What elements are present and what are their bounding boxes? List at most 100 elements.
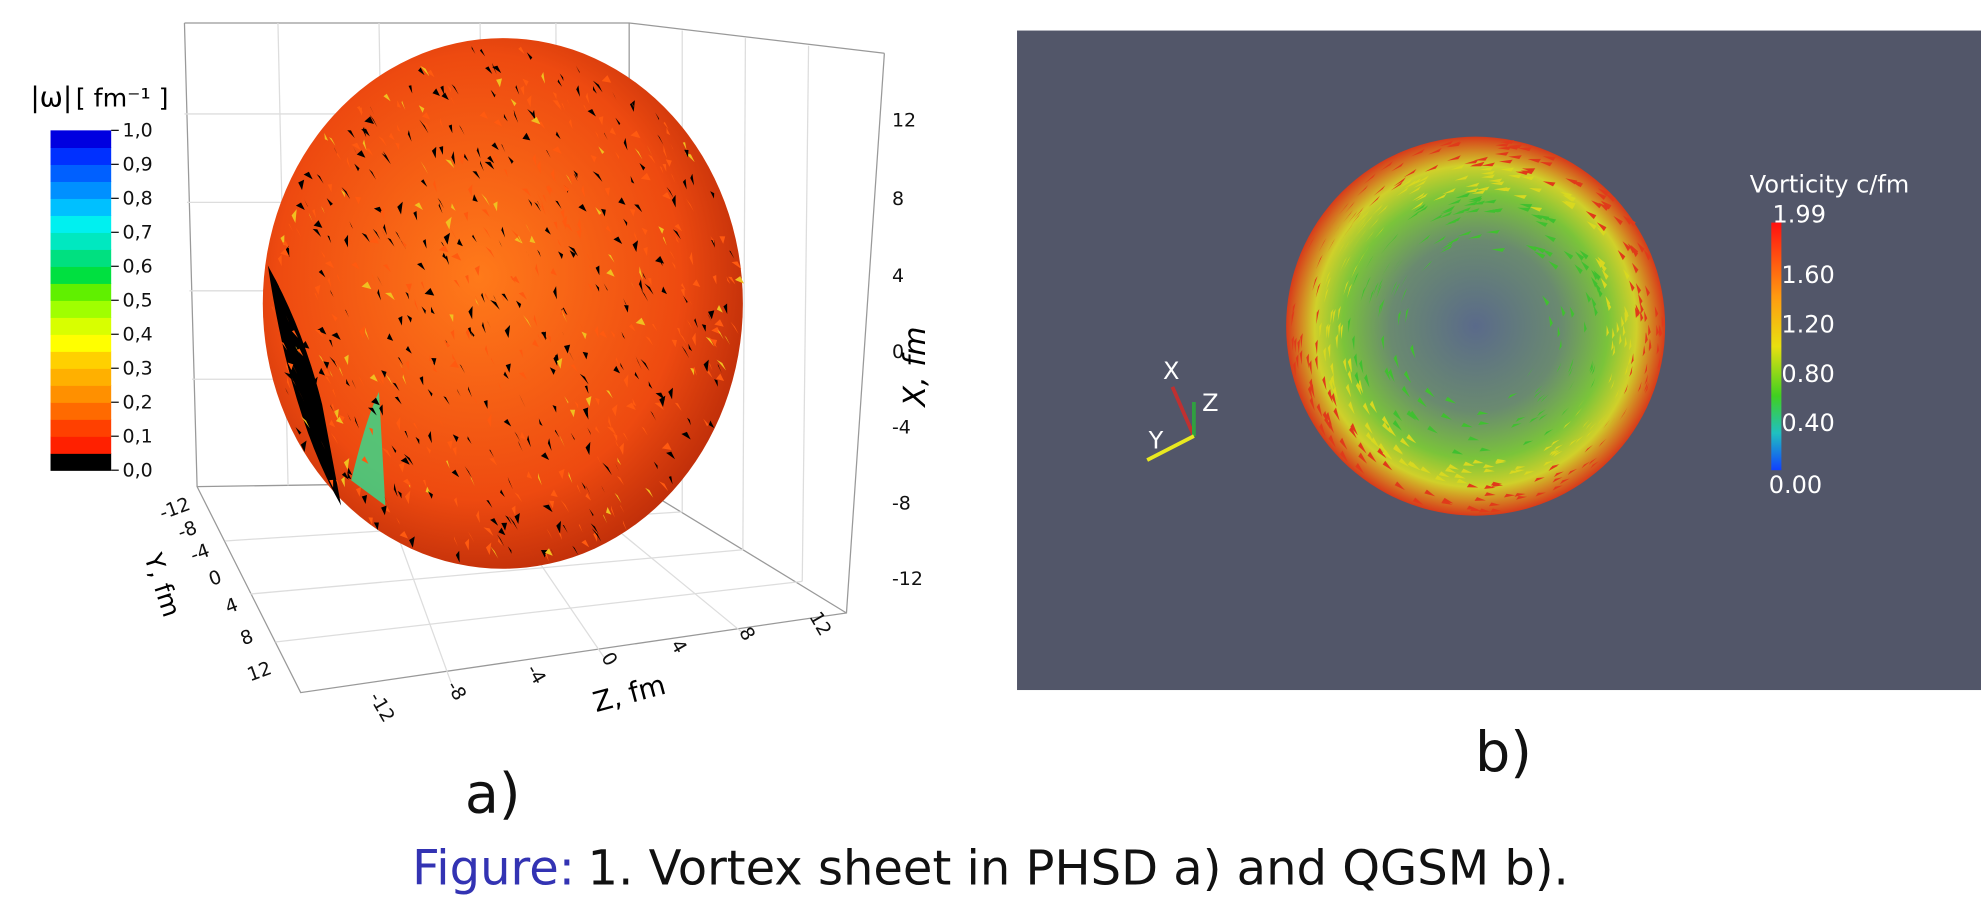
- arrow: [1596, 416, 1604, 426]
- arrow: [682, 341, 686, 350]
- x-axis-tick-label: 8: [892, 188, 904, 210]
- arrow: [711, 326, 722, 335]
- arrow: [1543, 429, 1554, 436]
- arrow: [530, 116, 541, 125]
- arrow: [487, 155, 495, 164]
- arrow: [1330, 362, 1334, 378]
- arrow: [527, 435, 531, 448]
- arrow: [1474, 497, 1486, 501]
- arrow: [675, 235, 680, 244]
- arrow: [1500, 167, 1514, 172]
- arrow: [465, 326, 470, 340]
- arrow: [1314, 355, 1318, 371]
- arrow: [556, 520, 562, 534]
- arrow: [618, 197, 626, 205]
- arrow: [1624, 336, 1627, 348]
- arrow: [1343, 230, 1353, 244]
- arrow: [1400, 437, 1410, 448]
- colorbar-tick-label: 0,1: [123, 426, 153, 448]
- colorbar-segment: [50, 436, 112, 454]
- arrow: [399, 531, 409, 539]
- arrow: [1500, 140, 1515, 144]
- arrow: [682, 142, 687, 151]
- arrow: [1466, 505, 1478, 510]
- arrow: [1328, 378, 1334, 393]
- colorbar-segment: [50, 164, 112, 182]
- arrow: [1294, 337, 1297, 353]
- arrow: [408, 85, 413, 94]
- arrow: [433, 179, 437, 192]
- arrow: [318, 367, 326, 376]
- colorbar: 1,0 0,9 0,8 0,7 0,6 0,5 0,4 0,3 0,2 0,1 0,0: [50, 120, 153, 482]
- arrow: [549, 367, 556, 375]
- arrow: [1403, 370, 1412, 384]
- arrow: [590, 154, 597, 163]
- arrow: [716, 373, 725, 382]
- arrow: [1463, 461, 1475, 466]
- arrow: [356, 105, 364, 114]
- arrow: [501, 144, 506, 153]
- arrow: [1455, 192, 1470, 199]
- colorbar-ticks: 1.99 1.60 1.20 0.80 0.40 0.00: [1769, 201, 1835, 499]
- arrow: [427, 491, 433, 499]
- arrow: [663, 121, 669, 130]
- arrow: [1627, 243, 1636, 254]
- arrow: [503, 371, 509, 380]
- arrow: [378, 135, 387, 147]
- arrow: [287, 362, 294, 371]
- arrow: [1596, 222, 1607, 232]
- arrow: [443, 339, 450, 348]
- arrow: [1352, 335, 1355, 351]
- arrow: [514, 492, 523, 503]
- x-axis-tick-label: 0: [892, 341, 904, 363]
- arrow: [1406, 410, 1417, 421]
- arrow: [381, 370, 387, 378]
- arrow: [431, 146, 437, 159]
- arrow: [1585, 210, 1597, 220]
- arrow: [361, 232, 370, 243]
- arrow: [641, 426, 648, 436]
- arrow: [682, 179, 687, 190]
- arrow: [1507, 393, 1518, 399]
- arrow: [485, 542, 492, 556]
- arrow: [1603, 419, 1611, 429]
- arrow: [1523, 471, 1535, 476]
- arrow: [476, 147, 481, 159]
- arrow: [428, 431, 432, 444]
- arrow: [595, 207, 602, 215]
- arrow: [1325, 411, 1332, 426]
- arrow: [351, 262, 360, 270]
- arrow: [1319, 322, 1322, 338]
- arrow: [427, 388, 433, 397]
- arrow: [381, 505, 387, 516]
- arrow: [311, 376, 318, 391]
- arrow: [398, 461, 405, 473]
- arrow: [1568, 380, 1575, 391]
- arrow: [484, 345, 489, 357]
- arrow: [640, 172, 651, 181]
- arrow: [1569, 179, 1582, 187]
- arrow: [694, 318, 698, 328]
- arrow: [610, 330, 615, 339]
- arrow: [421, 306, 426, 315]
- arrow: [681, 283, 686, 291]
- arrow: [1619, 333, 1622, 345]
- colorbar-segment: [50, 402, 112, 420]
- arrow: [1585, 421, 1593, 430]
- arrow: [1335, 333, 1339, 350]
- colorbar-segment: [50, 147, 112, 165]
- arrow: [1527, 158, 1541, 163]
- arrow: [1479, 447, 1491, 452]
- arrow: [327, 235, 332, 244]
- z-axis-tick-label: -4: [522, 661, 550, 688]
- arrow: [553, 174, 558, 186]
- arrow: [537, 160, 541, 174]
- arrow: [613, 365, 621, 374]
- arrow: [669, 142, 674, 151]
- arrow: [641, 227, 648, 236]
- arrow: [1529, 206, 1543, 212]
- arrow: [308, 212, 314, 223]
- arrow: [734, 276, 744, 284]
- arrow: [500, 489, 505, 498]
- arrow: [1364, 422, 1373, 434]
